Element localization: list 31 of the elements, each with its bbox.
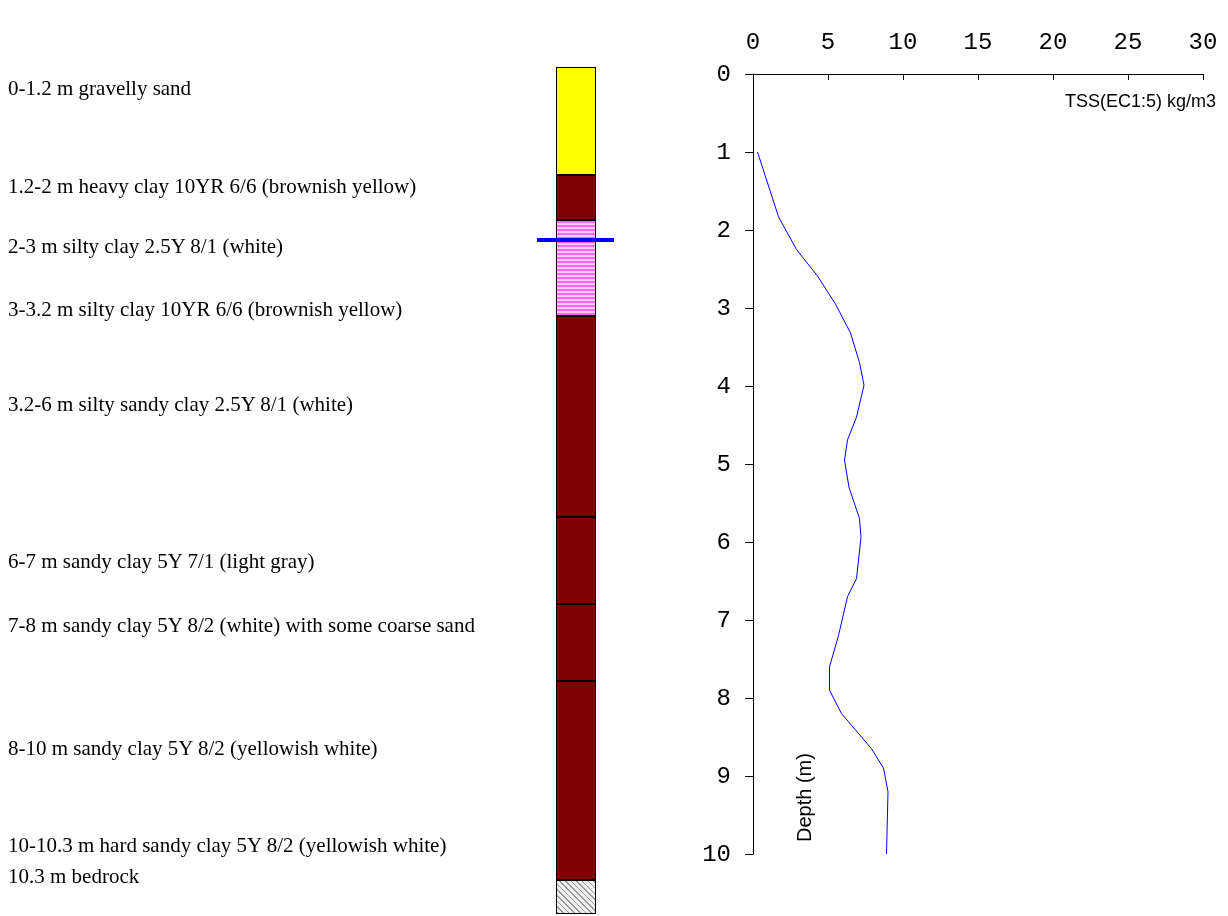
y-tick-label: 7: [716, 606, 731, 634]
text: 2-3 m silty clay 2.5Y 8/1 (white): [8, 234, 284, 258]
y-tick-label: 6: [716, 528, 731, 556]
x-tick-label: 20: [1038, 28, 1068, 56]
text: 3-3.2 m silty clay 10YR 6/6 (brownish yellow): [8, 297, 403, 321]
line-series: [757, 151, 889, 855]
y-tick-label: 10: [702, 840, 731, 868]
y-tick-label: 9: [716, 762, 731, 790]
text: 1.2-2 m heavy clay 10YR 6/6 (brownish yellow): [8, 174, 417, 198]
text: 6-7 m sandy clay 5Y 7/1 (light gray): [8, 549, 315, 573]
y-tick-label: 5: [716, 450, 731, 478]
text: 3.2-6 m silty sandy clay 2.5Y 8/1 (white): [8, 392, 354, 416]
text: 8-10 m sandy clay 5Y 8/2 (yellowish white): [8, 736, 378, 760]
y-axis-title: Depth (m): [793, 753, 815, 842]
text: 10-10.3 m hard sandy clay 5Y 8/2 (yellowish white): [8, 833, 447, 857]
x-tick-label: 30: [1188, 28, 1218, 56]
x-tick-label: 0: [745, 28, 761, 56]
x-axis-title: TSS(EC1:5) kg/m3: [1064, 91, 1217, 111]
y-tick-label: 2: [716, 216, 731, 244]
y-tick-label: 4: [716, 372, 731, 400]
x-tick-label: 10: [888, 28, 918, 56]
text: 0-1.2 m gravelly sand: [8, 76, 192, 100]
y-tick-label: 8: [716, 684, 731, 712]
y-tick-label: 1: [716, 138, 731, 166]
x-tick-label: 15: [963, 28, 993, 56]
x-tick-label: 25: [1113, 28, 1143, 56]
text: 7-8 m sandy clay 5Y 8/2 (white) with some coarse sand: [8, 613, 476, 637]
y-tick-label: 0: [716, 60, 731, 88]
x-tick-label: 5: [820, 28, 836, 56]
text: 10.3 m bedrock: [8, 864, 140, 888]
y-tick-label: 3: [716, 294, 731, 322]
